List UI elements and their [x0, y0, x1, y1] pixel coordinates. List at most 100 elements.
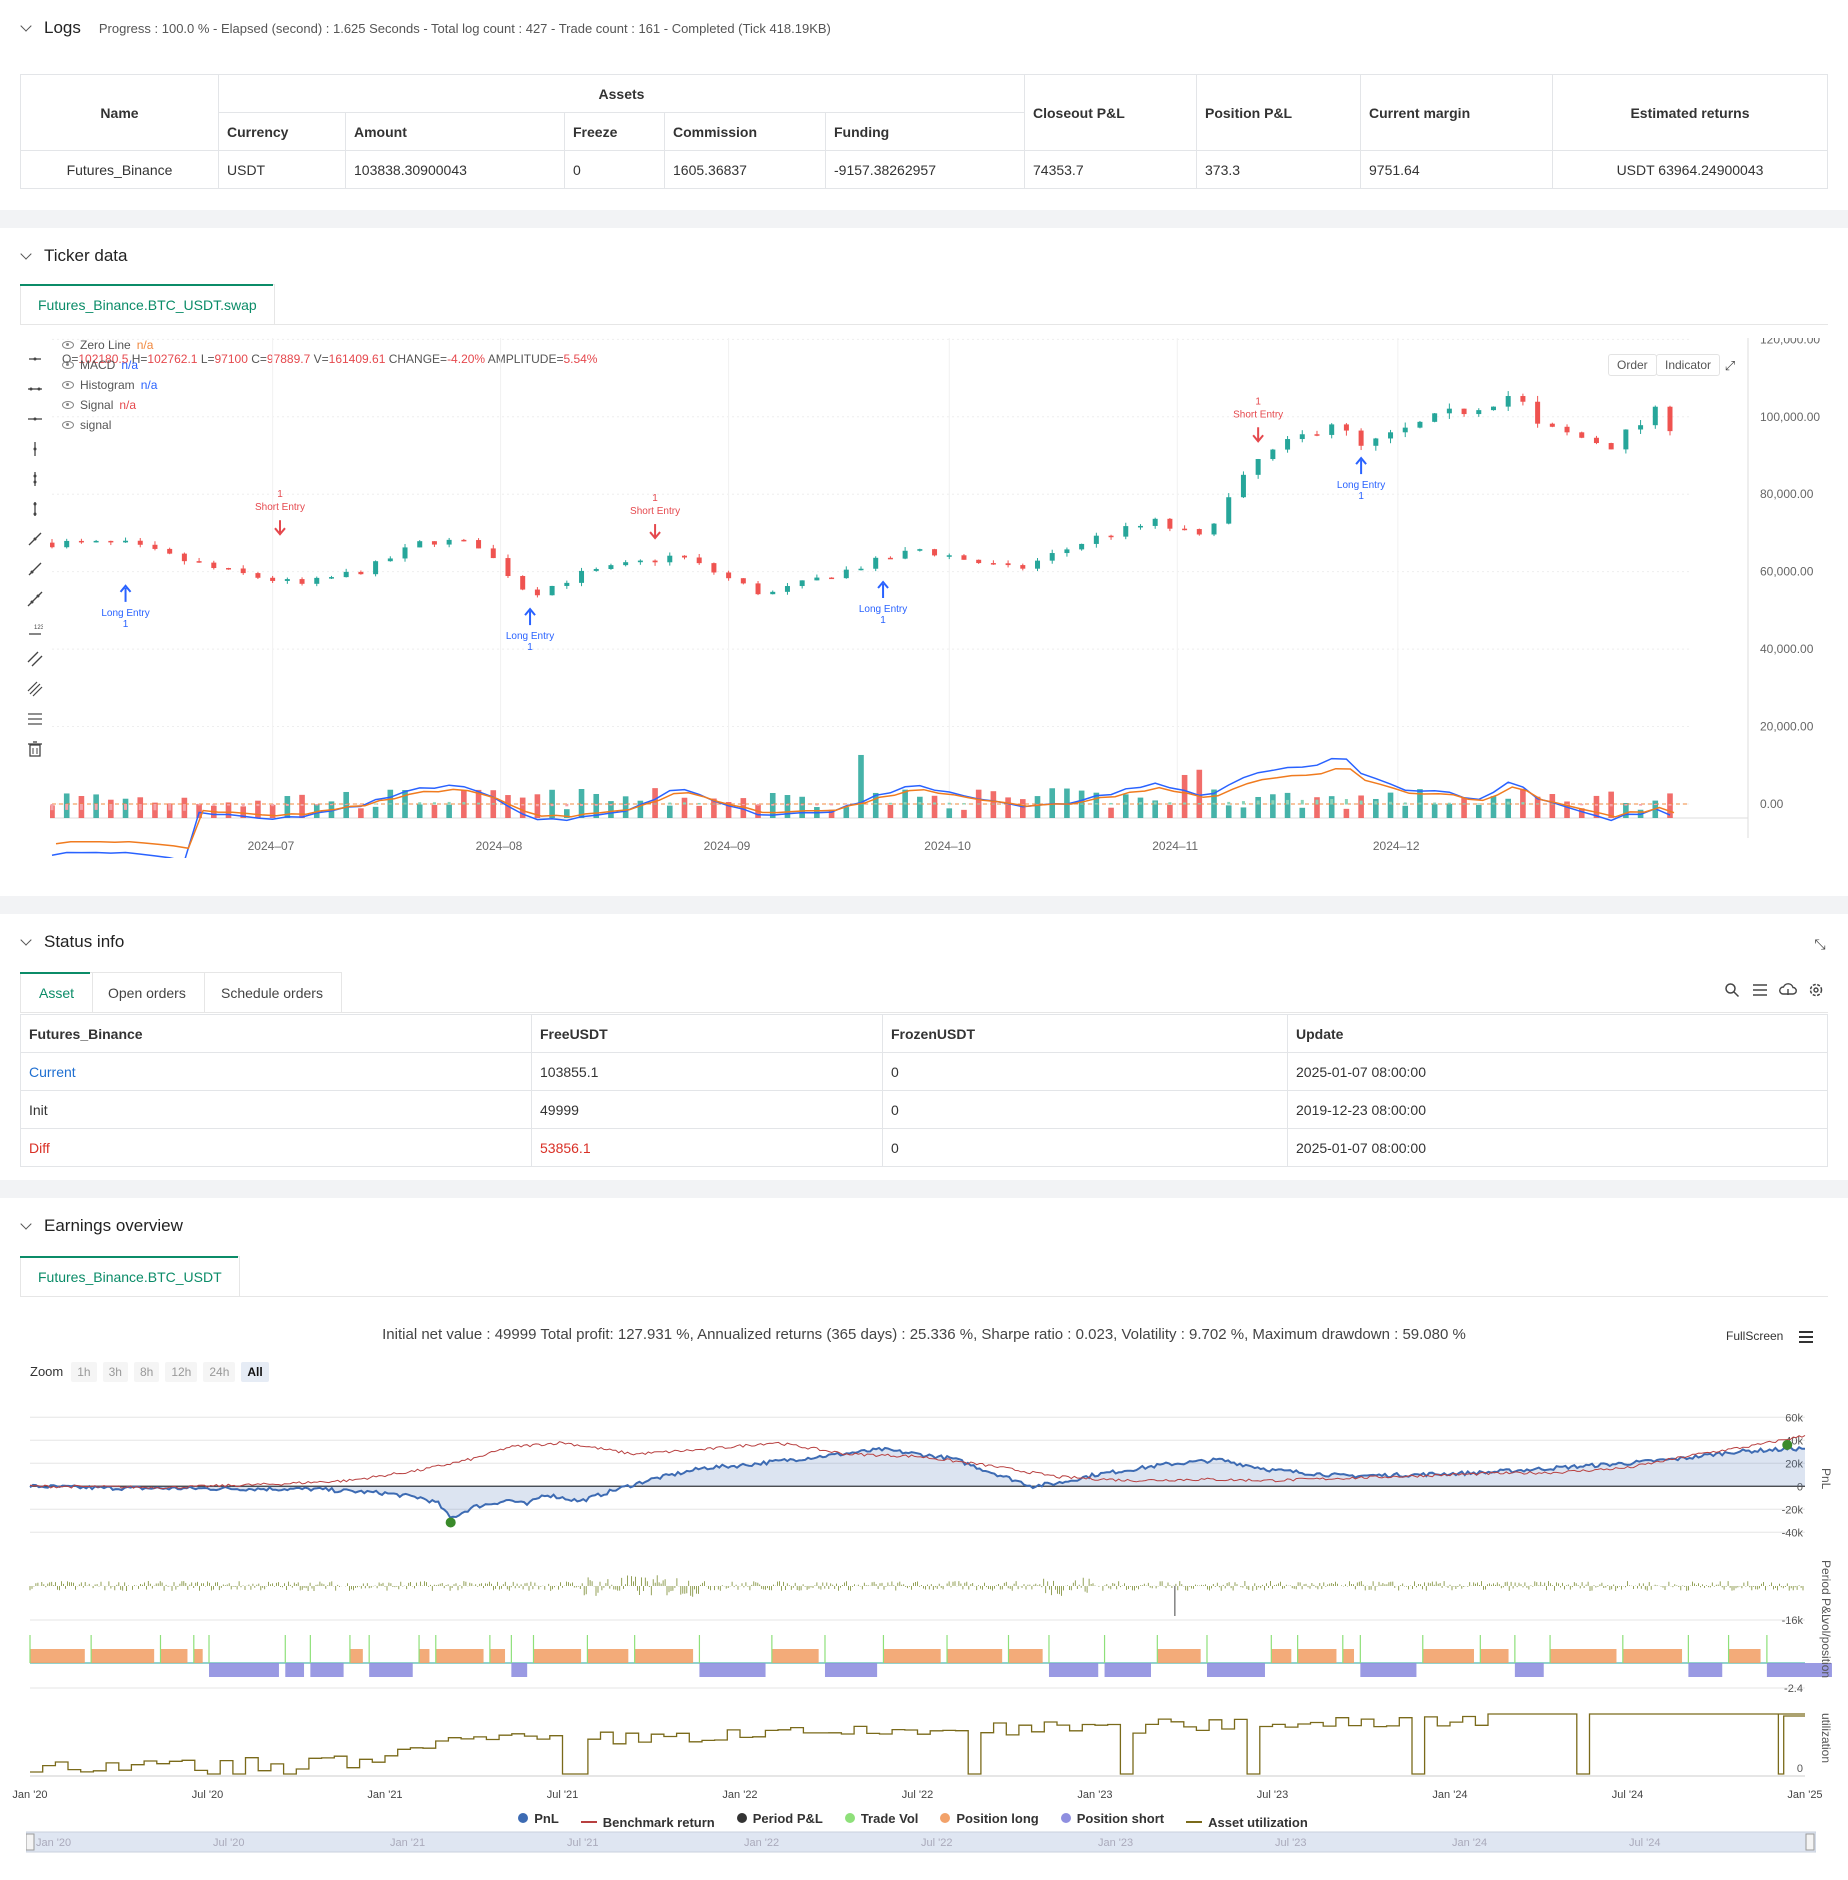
eye-icon[interactable]: [62, 401, 74, 409]
candle-body: [461, 539, 467, 542]
zoom-12h-button[interactable]: 12h: [165, 1362, 198, 1382]
candle-body: [476, 540, 482, 549]
legend-item-macd[interactable]: MACD n/a: [62, 358, 138, 372]
cell-freeze: 0: [564, 150, 665, 189]
legend-item-trade-vol[interactable]: Trade Vol: [844, 1811, 918, 1826]
candle-body: [579, 570, 585, 583]
pitchfork-tool-icon[interactable]: [24, 678, 46, 700]
row-label-current[interactable]: Current: [20, 1052, 532, 1091]
horizontal-line-tool-icon[interactable]: [24, 378, 46, 400]
legend-item-signal[interactable]: signal: [62, 418, 117, 432]
macd-histogram-bar: [609, 804, 613, 806]
candle-body: [1667, 406, 1673, 432]
candle-body: [1593, 437, 1599, 444]
fullscreen-button[interactable]: FullScreen: [1726, 1329, 1784, 1343]
pnl-tick-label: 0: [1797, 1481, 1803, 1493]
zoom-3h-button[interactable]: 3h: [102, 1362, 128, 1382]
legend-item-position-long[interactable]: Position long: [940, 1811, 1039, 1826]
macd-histogram-bar: [1609, 804, 1613, 807]
earnings-title: Earnings overview: [44, 1216, 183, 1235]
ohlc-amplitude: 5.54%: [563, 352, 598, 366]
vertical-line-tool-icon[interactable]: [24, 438, 46, 460]
position-short-bar: [1206, 1663, 1265, 1677]
candle-body: [1373, 438, 1379, 446]
collapse-icon[interactable]: ⤡: [1814, 935, 1826, 952]
legend-item-histogram[interactable]: Histogram n/a: [62, 378, 157, 392]
candle-body: [990, 563, 996, 565]
zoom-1h-button[interactable]: 1h: [71, 1362, 97, 1382]
macd-histogram-bar: [1668, 804, 1672, 806]
macd-histogram-bar: [1433, 802, 1437, 805]
marker-label: Long Entry: [506, 631, 554, 642]
period-pnl-bars: [29, 1575, 1804, 1597]
extended-line-tool-icon[interactable]: [24, 588, 46, 610]
eye-icon[interactable]: [62, 421, 74, 429]
zoom-24h-button[interactable]: 24h: [203, 1362, 236, 1382]
arrow-up-icon: [1355, 456, 1367, 465]
logs-title: Logs: [44, 18, 81, 37]
y-tick-label: 0.00: [1760, 797, 1784, 811]
tab-open-orders[interactable]: Open orders: [90, 972, 205, 1012]
trash-icon[interactable]: [24, 738, 46, 760]
candle-body: [1608, 443, 1614, 450]
legend-item-position-short[interactable]: Position short: [1060, 1811, 1164, 1826]
order-button[interactable]: Order: [1608, 354, 1657, 376]
trend-line-tool-icon[interactable]: [24, 528, 46, 550]
status-header[interactable]: Status info: [20, 932, 124, 952]
tab-schedule-orders[interactable]: Schedule orders: [203, 972, 342, 1012]
tab-active-indicator: [20, 972, 90, 974]
candle-body: [314, 577, 320, 584]
eye-icon[interactable]: [62, 341, 74, 349]
separator: [0, 896, 1848, 914]
tab-earnings-symbol[interactable]: Futures_Binance.BTC_USDT: [20, 1256, 240, 1296]
legend-item-zero-line[interactable]: Zero Line n/a: [62, 338, 153, 352]
tab-asset[interactable]: Asset: [20, 972, 94, 1012]
macd-histogram-bar: [1036, 804, 1040, 805]
ohlc-change: -4.20%: [447, 352, 486, 366]
list-icon[interactable]: [1750, 980, 1770, 1000]
ticker-header[interactable]: Ticker data: [20, 246, 127, 266]
cursor-tool-icon[interactable]: [24, 348, 46, 370]
menu-icon[interactable]: [1796, 1327, 1816, 1347]
candle-body: [181, 553, 187, 562]
legend-item-period-p-l[interactable]: Period P&L: [736, 1811, 823, 1826]
candle-body: [814, 577, 820, 581]
tab-ticker-symbol[interactable]: Futures_Binance.BTC_USDT.swap: [20, 284, 275, 324]
zoom-8h-button[interactable]: 8h: [133, 1362, 160, 1382]
legend-item-signal[interactable]: Signal n/a: [62, 398, 136, 412]
logs-header[interactable]: Logs Progress : 100.0 % - Elapsed (secon…: [20, 18, 831, 38]
chevron-down-icon[interactable]: [20, 250, 32, 262]
legend-item-pnl[interactable]: PnL: [518, 1811, 559, 1826]
legend-item-asset-utilization[interactable]: Asset utilization: [1186, 1815, 1308, 1830]
earnings-header[interactable]: Earnings overview: [20, 1216, 183, 1236]
ray-tool-icon[interactable]: [24, 408, 46, 430]
zoom-all-button[interactable]: All: [241, 1362, 269, 1382]
search-icon[interactable]: [1722, 980, 1742, 1000]
trend-ray-tool-icon[interactable]: [24, 558, 46, 580]
legend-item-benchmark-return[interactable]: Benchmark return: [580, 1815, 715, 1830]
price-range-tool-icon[interactable]: 123: [24, 618, 46, 640]
fibonacci-tool-icon[interactable]: [24, 708, 46, 730]
chevron-down-icon[interactable]: [20, 22, 32, 34]
candlestick-chart[interactable]: 120,000.00100,000.0080,000.0060,000.0040…: [50, 338, 1840, 858]
eye-icon[interactable]: [62, 361, 74, 369]
vertical-segment-tool-icon[interactable]: [24, 468, 46, 490]
expand-icon[interactable]: ⤢: [1724, 358, 1736, 373]
candle-body: [770, 591, 776, 595]
gear-icon[interactable]: [1806, 980, 1826, 1000]
navigator[interactable]: Jan '20 Jul '20 Jan '21 Jul '21 Jan '22 Jul '…: [26, 1830, 1816, 1854]
eye-icon[interactable]: [62, 381, 74, 389]
chevron-down-icon[interactable]: [20, 1220, 32, 1232]
vertical-ray-tool-icon[interactable]: [24, 498, 46, 520]
marker-label: Long Entry: [1337, 480, 1385, 491]
position-long-bar: [160, 1649, 188, 1663]
position-long-bar: [91, 1649, 155, 1663]
candle-body: [1137, 525, 1143, 528]
indicator-button[interactable]: Indicator: [1656, 354, 1721, 376]
parallel-channel-tool-icon[interactable]: [24, 648, 46, 670]
chevron-down-icon[interactable]: [20, 936, 32, 948]
cloud-download-icon[interactable]: [1778, 980, 1798, 1000]
volume-bar: [358, 808, 364, 818]
